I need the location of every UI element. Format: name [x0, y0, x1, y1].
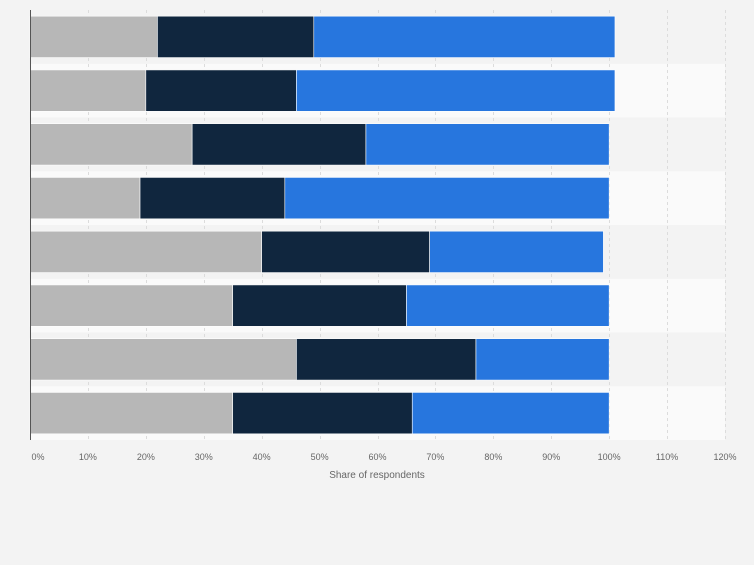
bar-segment	[139, 177, 286, 220]
bar-segment	[284, 177, 610, 220]
bar-segment	[429, 230, 604, 273]
bar-segment	[29, 15, 158, 58]
x-tick-label: 10%	[79, 452, 97, 462]
x-tick-label: 40%	[253, 452, 271, 462]
x-tick-label: 110%	[656, 452, 678, 462]
x-tick-label: 70%	[426, 452, 444, 462]
x-tick-label: 50%	[311, 452, 329, 462]
x-tick-label: 80%	[484, 452, 502, 462]
x-axis-label: Share of respondents	[329, 470, 425, 481]
bar-segment	[406, 284, 610, 327]
bar-segment	[145, 69, 297, 112]
bars	[29, 15, 616, 435]
x-tick-label: 20%	[137, 452, 155, 462]
bar-segment	[29, 338, 297, 381]
bar-segment	[29, 69, 147, 112]
bar-segment	[296, 338, 477, 381]
bar-segment	[29, 230, 262, 273]
bar-segment	[157, 15, 315, 58]
bar-segment	[29, 177, 141, 220]
x-tick-label: 100%	[598, 452, 621, 462]
x-tick-label: 30%	[195, 452, 213, 462]
x-tick-labels: 0% 10% 20% 30% 40% 50% 60% 70% 80% 90% 100% 110% 120…	[31, 452, 736, 462]
x-tick-label: 60%	[368, 452, 386, 462]
bar-segment	[313, 15, 616, 58]
bar-segment	[191, 123, 367, 166]
bar-segment	[296, 69, 616, 112]
bar-segment	[29, 392, 234, 435]
bar-segment	[29, 284, 234, 327]
bar-segment	[232, 392, 413, 435]
x-tick-label: 0%	[31, 452, 44, 462]
bar-segment	[232, 284, 407, 327]
x-tick-label: 90%	[542, 452, 560, 462]
bar-segment	[475, 338, 610, 381]
bar-segment	[29, 123, 193, 166]
bar-segment	[411, 392, 610, 435]
bar-segment	[365, 123, 610, 166]
bar-segment	[261, 230, 430, 273]
x-tick-label: 120%	[713, 452, 736, 462]
